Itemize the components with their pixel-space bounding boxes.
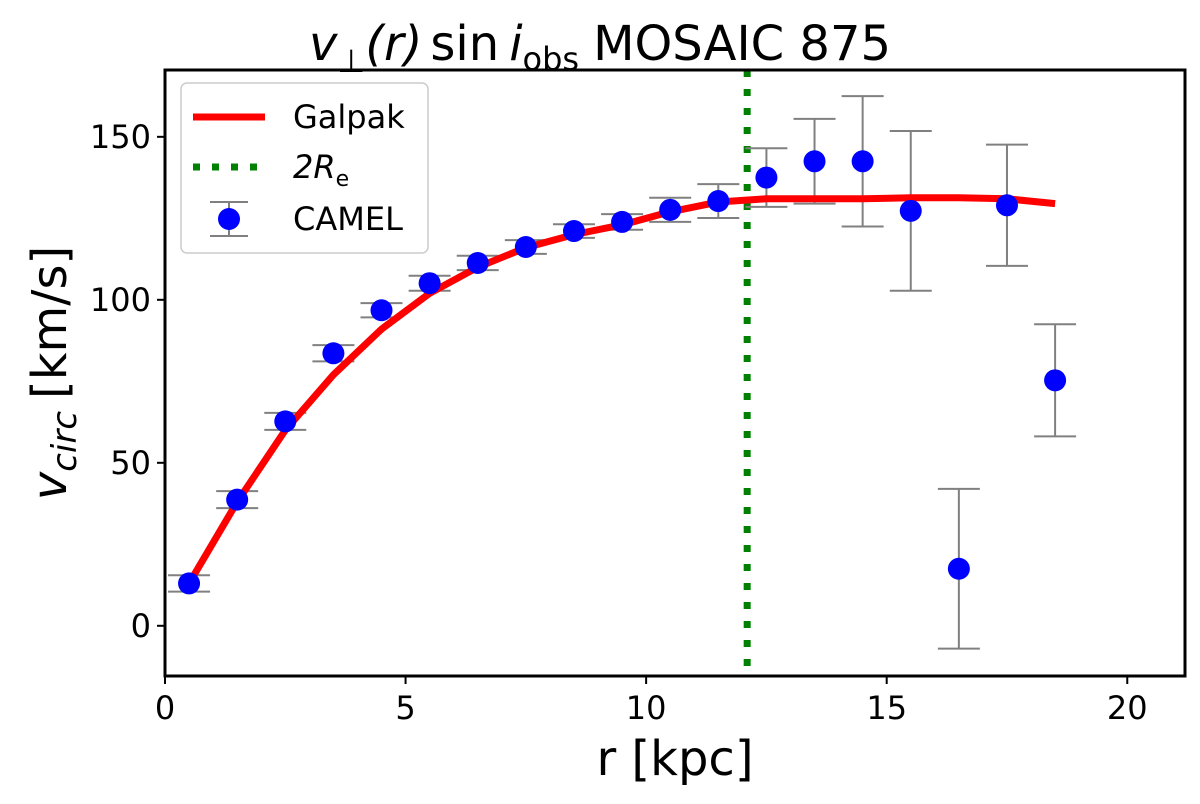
- camel-point: [707, 190, 730, 213]
- camel-point: [562, 220, 585, 243]
- legend-camel-swatch: [210, 201, 248, 237]
- plot-frame: [163, 68, 1187, 678]
- legend-galpak-label: Galpak: [293, 98, 405, 136]
- title-obs: obs: [523, 40, 580, 78]
- camel-point: [851, 150, 874, 173]
- camel-point: [274, 410, 297, 433]
- legend-2re-sub: e: [336, 167, 350, 192]
- x-tick-label: 15: [866, 689, 907, 727]
- camel-point: [370, 299, 393, 322]
- legend-2re-main: 2R: [293, 148, 336, 186]
- camel-point: [322, 342, 345, 365]
- y-tick-label: 50: [110, 444, 151, 482]
- y-tick-label: 0: [131, 607, 151, 645]
- camel-point: [947, 557, 970, 580]
- camel-point: [226, 488, 249, 511]
- title-sin: sin: [430, 16, 499, 72]
- ylabel-sub: circ: [45, 411, 85, 472]
- chart-title: v⊥(r) sin iobs MOSAIC 875: [309, 16, 891, 80]
- y-axis-label: vcirc [km/s]: [22, 246, 85, 500]
- camel-point: [466, 251, 489, 274]
- camel-point: [899, 199, 922, 222]
- camel-point: [418, 272, 441, 295]
- x-tick-label: 5: [395, 689, 415, 727]
- camel-point: [659, 198, 682, 221]
- legend-box: [180, 82, 429, 254]
- ylabel-v: v: [22, 471, 78, 500]
- camel-point: [514, 236, 537, 259]
- ylabel-unit: [km/s]: [22, 246, 78, 399]
- title-v: v: [309, 16, 338, 72]
- x-tick-label: 10: [626, 689, 667, 727]
- title-r: (r): [365, 16, 422, 72]
- y-tick-label: 150: [90, 118, 151, 156]
- galpak-line: [186, 194, 1056, 586]
- x-tick-label: 0: [155, 689, 175, 727]
- title-perp: ⊥: [337, 42, 365, 80]
- camel-point: [1044, 369, 1067, 392]
- camel-point: [995, 194, 1018, 217]
- legend-camel-label: CAMEL: [293, 200, 403, 238]
- x-axis-label: r [kpc]: [596, 731, 753, 787]
- legend-2re-label: 2Re: [293, 148, 349, 192]
- camel-point: [178, 572, 201, 595]
- title-i: i: [509, 16, 523, 72]
- camel-point: [803, 150, 826, 173]
- y-tick-label: 100: [90, 281, 151, 319]
- camel-point: [611, 210, 634, 233]
- legend: Galpak 2Re CAMEL: [180, 82, 429, 254]
- title-rest: MOSAIC 875: [593, 16, 891, 72]
- x-tick-label: 20: [1107, 689, 1148, 727]
- camel-point: [755, 166, 778, 189]
